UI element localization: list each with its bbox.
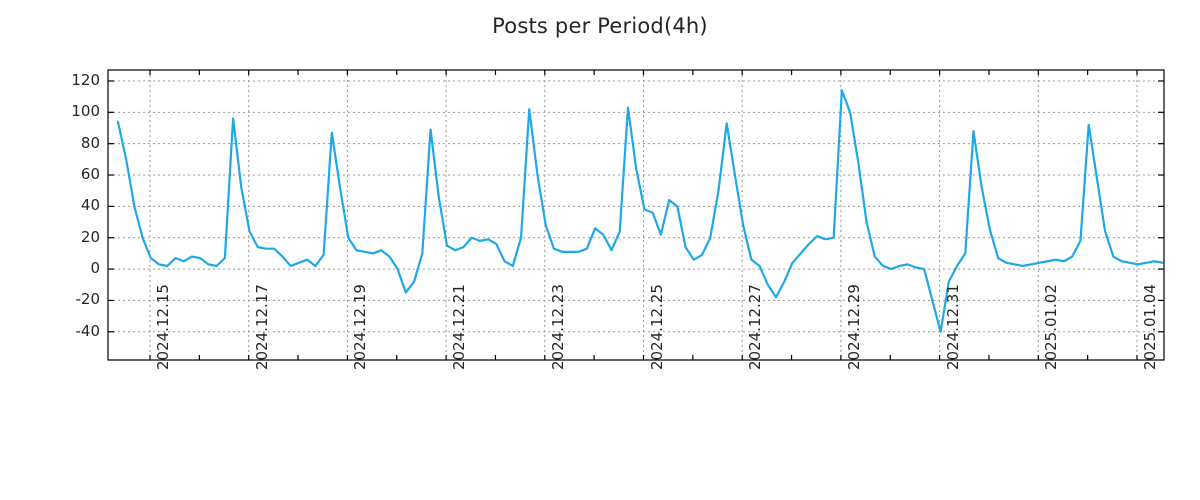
y-axis-tick-label: 120 — [71, 70, 100, 89]
chart-title: Posts per Period(4h) — [492, 14, 708, 38]
x-axis-tick-label: 2025.01.04 — [1141, 284, 1159, 370]
y-axis-tick-label: -20 — [75, 290, 101, 309]
x-axis-tick-label: 2024.12.25 — [647, 284, 666, 370]
data-series-posts-per-period — [116, 89, 1164, 333]
y-axis-tick-label: 0 — [90, 259, 100, 278]
y-axis-tick-label: 60 — [80, 165, 100, 184]
x-axis-tick-label: 2024.12.31 — [943, 284, 962, 370]
x-axis-tick-label: 2025.01.02 — [1042, 284, 1061, 370]
y-axis-tick-label: 100 — [71, 102, 100, 121]
x-axis-tick-label: 2024.12.21 — [450, 284, 469, 370]
x-axis-tick-label: 2024.12.17 — [252, 284, 271, 370]
x-axis-tick-label: 2024.12.23 — [548, 284, 567, 370]
x-axis-tick-label: 2024.12.29 — [844, 284, 863, 370]
x-axis-tick-label: 2024.12.19 — [351, 284, 370, 370]
axes-frame — [107, 69, 1165, 361]
x-axis-tick-label: 2024.12.27 — [746, 284, 765, 370]
y-axis-tick-label: -40 — [75, 321, 101, 340]
axis-ticks — [108, 70, 1164, 360]
y-axis-tick-label: 80 — [80, 133, 100, 152]
y-axis-tick-label: 40 — [80, 196, 100, 215]
x-axis-tick-label: 2024.12.15 — [154, 284, 172, 370]
y-axis-tick-label: 20 — [80, 227, 100, 246]
grid-layer — [108, 70, 1164, 360]
